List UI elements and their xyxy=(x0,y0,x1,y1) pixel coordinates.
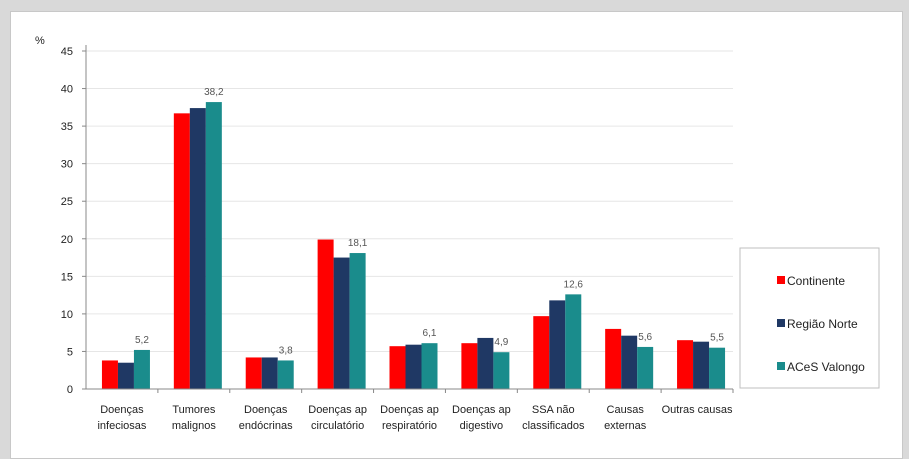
y-tick-label: 10 xyxy=(61,309,73,321)
data-label: 18,1 xyxy=(348,238,368,249)
data-label: 5,5 xyxy=(710,333,724,344)
x-category-label: Doenças ap xyxy=(380,404,439,416)
x-category-label: Doenças ap xyxy=(452,404,511,416)
bar xyxy=(693,341,710,389)
x-category-label: respiratório xyxy=(382,420,437,432)
bar xyxy=(421,343,438,389)
bar xyxy=(477,337,494,389)
bar xyxy=(461,343,478,389)
legend-swatch xyxy=(777,362,785,370)
bar xyxy=(493,352,510,389)
x-category-label: Doenças xyxy=(244,404,288,416)
x-category-label: digestivo xyxy=(460,420,503,432)
y-tick-label: 5 xyxy=(67,346,73,358)
bar xyxy=(117,362,134,389)
x-category-label: circulatório xyxy=(311,420,364,432)
x-category-label: SSA não xyxy=(532,404,575,416)
bar xyxy=(621,335,638,389)
x-category-label: Doenças ap xyxy=(308,404,367,416)
y-tick-label: 45 xyxy=(61,46,73,58)
bar xyxy=(101,360,118,389)
legend-swatch xyxy=(777,276,785,284)
x-category-label: Tumores xyxy=(172,404,215,416)
legend-label: ACeS Valongo xyxy=(787,360,865,374)
y-tick-label: 15 xyxy=(61,271,73,283)
data-label: 3,8 xyxy=(279,345,293,356)
data-label: 12,6 xyxy=(564,279,584,290)
legend-swatch xyxy=(777,319,785,327)
y-tick-label: 40 xyxy=(61,84,73,96)
bar xyxy=(565,294,582,389)
legend-label: Continente xyxy=(787,274,845,288)
x-category-label: malignos xyxy=(172,420,217,432)
x-category-label: Causas xyxy=(607,404,645,416)
bar xyxy=(605,328,622,389)
bar xyxy=(549,300,566,389)
bar xyxy=(677,340,694,389)
bar-series: 5,2 38,2 3,8 18,1 6,1 4,9 12,6 5,6 5,5 xyxy=(101,87,726,389)
y-tick-label: 30 xyxy=(61,159,73,171)
legend-box xyxy=(739,247,880,389)
x-category-label: Doenças xyxy=(100,404,144,416)
x-category-label: externas xyxy=(604,420,647,432)
bar xyxy=(245,357,262,389)
bar xyxy=(277,360,294,389)
bar xyxy=(533,316,550,389)
bar xyxy=(261,357,278,389)
bar xyxy=(205,102,222,389)
x-axis: Doenças infeciosas Tumores malignos Doenças e… xyxy=(86,388,734,432)
data-label: 4,9 xyxy=(494,337,508,348)
data-label: 5,6 xyxy=(638,332,652,343)
bar xyxy=(349,253,366,389)
data-label: 5,2 xyxy=(135,335,149,346)
x-category-label: Outras causas xyxy=(662,404,733,416)
y-tick-label: 20 xyxy=(61,234,73,246)
bar xyxy=(333,257,350,389)
x-category-label: endócrinas xyxy=(239,420,293,432)
data-label: 6,1 xyxy=(423,328,437,339)
y-axis-label: % xyxy=(35,35,45,47)
data-label: 38,2 xyxy=(204,87,224,98)
x-category-label: infeciosas xyxy=(97,420,146,432)
bar xyxy=(189,108,206,389)
y-tick-label: 25 xyxy=(61,196,73,208)
x-category-label: classificados xyxy=(522,420,585,432)
y-axis: % 0 5 10 15 20 25 30 35 40 45 xyxy=(35,35,87,396)
y-tick-label: 0 xyxy=(67,384,73,396)
bar xyxy=(709,347,726,389)
bar xyxy=(405,344,422,389)
bar xyxy=(173,113,190,389)
bar xyxy=(389,346,406,389)
bar xyxy=(637,346,654,389)
bar xyxy=(317,239,334,389)
bar xyxy=(133,349,150,389)
legend-label: Região Norte xyxy=(787,317,858,331)
legend: Continente Região Norte ACeS Valongo xyxy=(739,247,880,389)
y-tick-label: 35 xyxy=(61,121,73,133)
